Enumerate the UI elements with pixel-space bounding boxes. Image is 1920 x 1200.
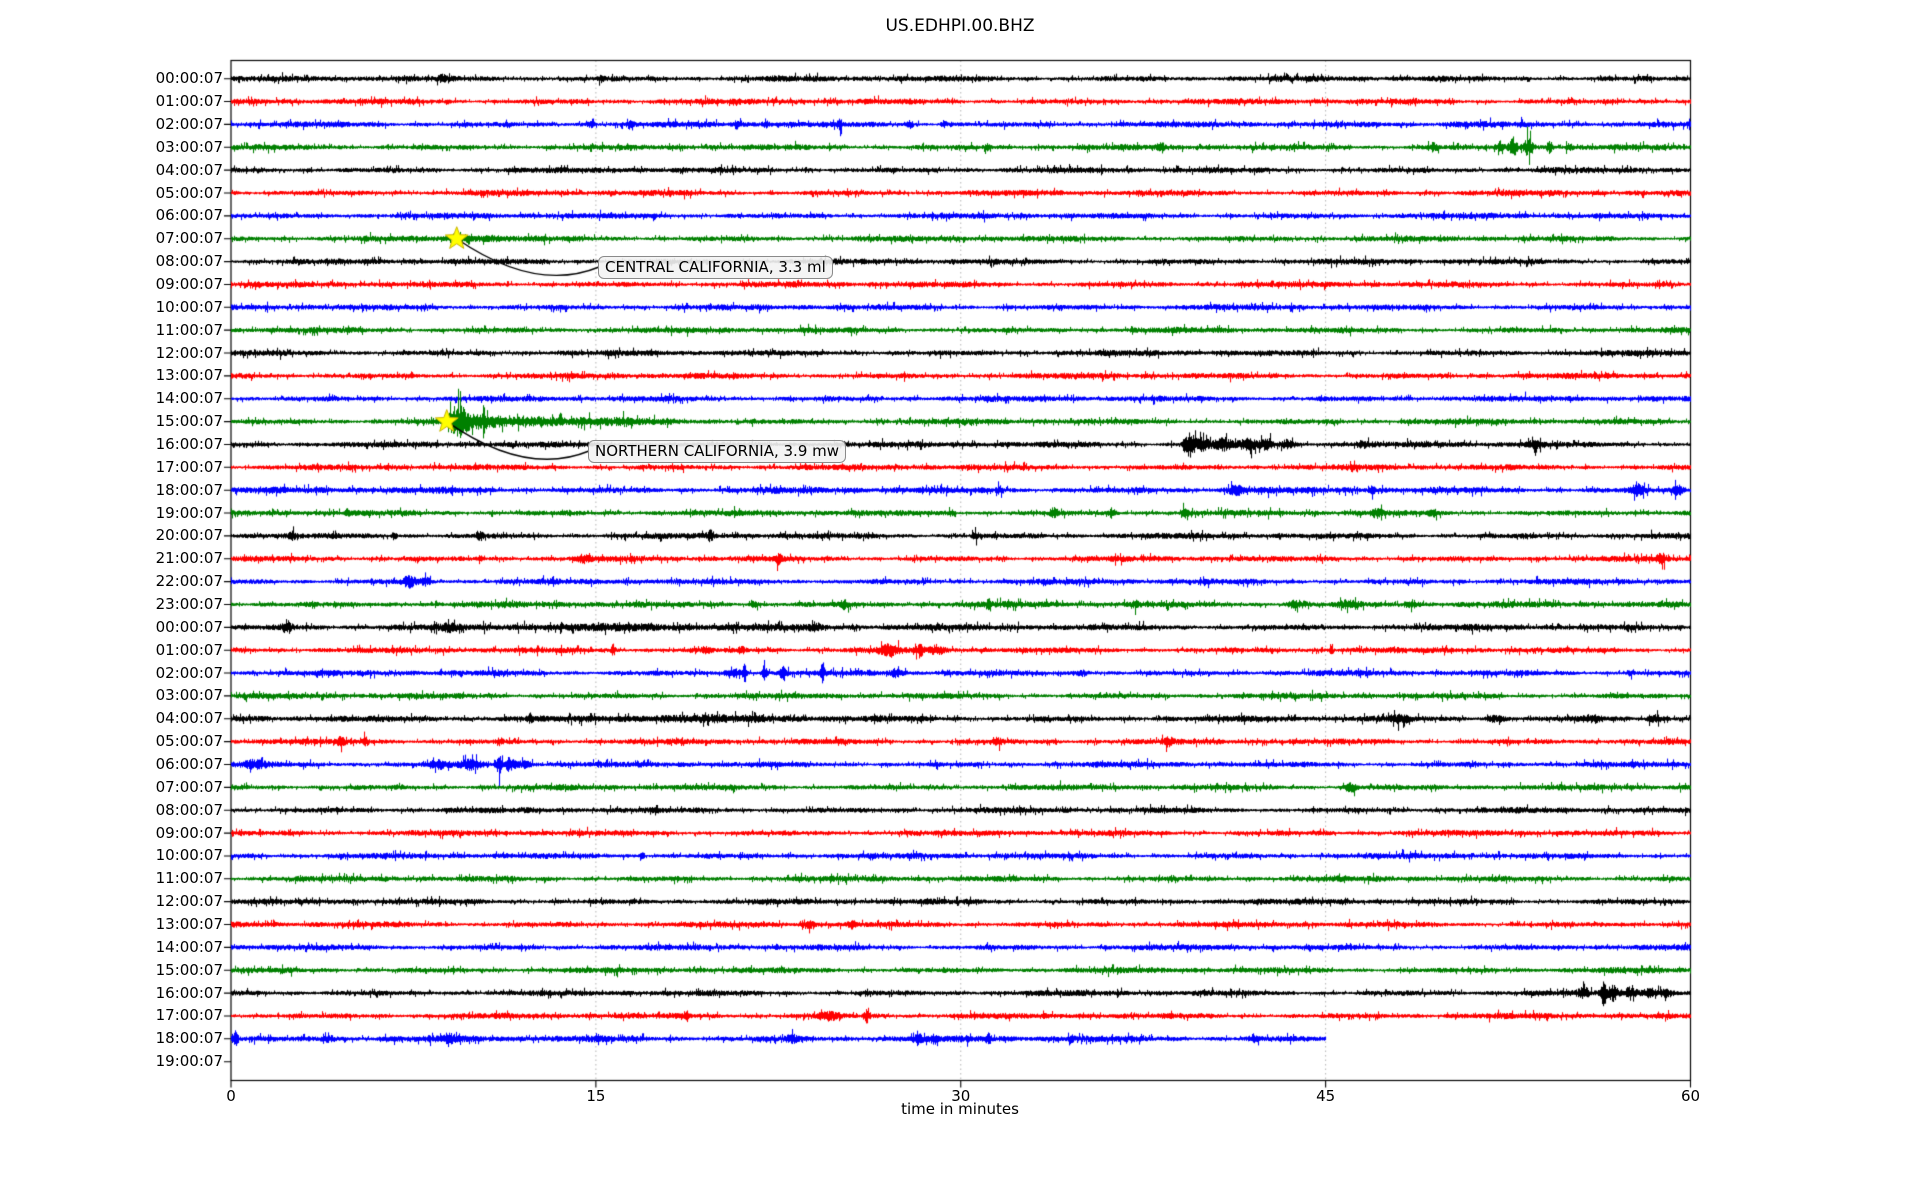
- y-tick-label: 13:00:07: [155, 366, 223, 385]
- y-tick-label: 00:00:07: [155, 617, 223, 636]
- y-tick-label: 16:00:07: [155, 434, 223, 453]
- y-tick-label: 14:00:07: [155, 389, 223, 408]
- y-tick-label: 14:00:07: [155, 937, 223, 956]
- annotation-central-california: CENTRAL CALIFORNIA, 3.3 ml: [598, 256, 833, 279]
- y-tick-label: 07:00:07: [155, 777, 223, 796]
- y-tick-label: 19:00:07: [155, 1052, 223, 1071]
- y-tick-label: 01:00:07: [155, 92, 223, 111]
- y-tick-label: 22:00:07: [155, 572, 223, 591]
- x-tick-label: 30: [951, 1087, 971, 1105]
- y-tick-label: 02:00:07: [155, 114, 223, 133]
- y-tick-label: 15:00:07: [155, 960, 223, 979]
- y-tick-label: 09:00:07: [155, 823, 223, 842]
- y-tick-label: 16:00:07: [155, 983, 223, 1002]
- y-tick-label: 05:00:07: [155, 732, 223, 751]
- x-tick-label: 60: [1680, 1087, 1701, 1105]
- y-tick-label: 23:00:07: [155, 594, 223, 613]
- y-tick-label: 18:00:07: [155, 1029, 223, 1048]
- y-tick-label: 18:00:07: [155, 480, 223, 499]
- y-tick-label: 12:00:07: [155, 892, 223, 911]
- y-tick-label: 13:00:07: [155, 915, 223, 934]
- y-tick-label: 03:00:07: [155, 137, 223, 156]
- y-tick-label: 17:00:07: [155, 457, 223, 476]
- y-tick-label: 05:00:07: [155, 183, 223, 202]
- y-tick-label: 04:00:07: [155, 709, 223, 728]
- y-tick-label: 04:00:07: [155, 160, 223, 179]
- x-axis-label: time in minutes: [901, 1100, 1019, 1118]
- x-tick-label: 0: [226, 1087, 236, 1105]
- y-tick-label: 11:00:07: [155, 869, 223, 888]
- y-tick-label: 08:00:07: [155, 800, 223, 819]
- y-tick-label: 20:00:07: [155, 526, 223, 545]
- y-tick-label: 02:00:07: [155, 663, 223, 682]
- y-tick-label: 08:00:07: [155, 252, 223, 271]
- y-tick-label: 06:00:07: [155, 206, 223, 225]
- x-tick-label: 15: [586, 1087, 606, 1105]
- y-tick-label: 17:00:07: [155, 1006, 223, 1025]
- y-tick-label: 01:00:07: [155, 640, 223, 659]
- y-tick-label: 12:00:07: [155, 343, 223, 362]
- y-tick-label: 19:00:07: [155, 503, 223, 522]
- annotation-northern-california: NORTHERN CALIFORNIA, 3.9 mw: [588, 440, 847, 463]
- plot-title: US.EDHPI.00.BHZ: [885, 16, 1035, 36]
- y-tick-label: 07:00:07: [155, 229, 223, 248]
- y-tick-label: 21:00:07: [155, 549, 223, 568]
- y-tick-label: 10:00:07: [155, 297, 223, 316]
- y-tick-label: 06:00:07: [155, 755, 223, 773]
- y-tick-label: 10:00:07: [155, 846, 223, 865]
- y-tick-label: 00:00:07: [155, 69, 223, 88]
- y-tick-label: 11:00:07: [155, 320, 223, 339]
- y-tick-label: 15:00:07: [155, 412, 223, 431]
- y-tick-label: 03:00:07: [155, 686, 223, 705]
- y-tick-label: 09:00:07: [155, 274, 223, 293]
- x-tick-label: 45: [1316, 1087, 1336, 1105]
